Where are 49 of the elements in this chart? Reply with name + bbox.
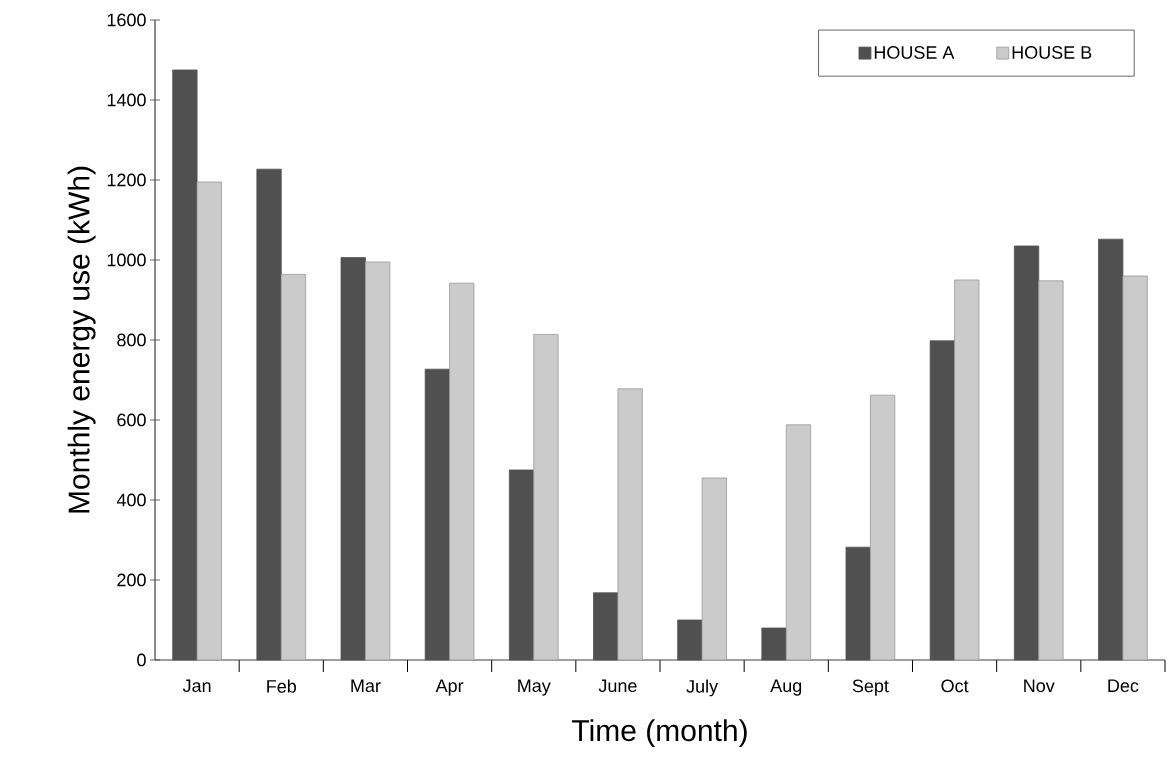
bar <box>256 168 282 661</box>
x-tick-label: Mar <box>351 679 381 693</box>
x-tick-label: Apr <box>435 679 464 696</box>
bar <box>845 546 871 661</box>
bar <box>785 424 812 661</box>
bar <box>172 69 198 661</box>
bar <box>954 279 980 661</box>
bar <box>280 273 307 661</box>
x-axis-title: Time (month) <box>572 719 747 748</box>
bar <box>677 619 703 661</box>
y-tick-label: 1400 <box>107 93 146 107</box>
bar <box>533 333 559 661</box>
x-tick-label: Feb <box>267 679 297 693</box>
x-tick-label: June <box>598 679 637 693</box>
x-tick-label: Aug <box>770 679 802 696</box>
legend-label: HOUSE A <box>874 46 955 59</box>
x-tick-label: Dec <box>1108 679 1139 693</box>
bar <box>761 627 787 661</box>
y-tick-label: 200 <box>117 573 146 587</box>
y-tick-label: 1200 <box>107 173 146 187</box>
bar <box>424 368 450 661</box>
bar <box>1098 238 1124 661</box>
bar <box>870 394 896 661</box>
bar <box>1038 280 1064 661</box>
x-tick-label: Jan <box>182 679 211 693</box>
y-tick-label: 400 <box>116 493 146 507</box>
x-tick-label: July <box>686 679 719 697</box>
x-tick-label: Oct <box>941 679 969 693</box>
bar <box>196 181 222 661</box>
bar <box>593 592 619 661</box>
bar <box>1122 275 1148 661</box>
x-tick-label: Sept <box>852 679 889 696</box>
bar <box>617 388 643 661</box>
legend-label: HOUSE B <box>1012 46 1092 59</box>
bar <box>340 257 366 661</box>
x-tick-label: May <box>518 679 551 696</box>
y-tick-label: 1000 <box>107 253 146 267</box>
y-tick-label: 800 <box>117 333 146 347</box>
y-tick-label: 0 <box>137 653 146 667</box>
bar <box>508 469 535 661</box>
bar <box>365 261 391 661</box>
bar <box>1013 245 1040 661</box>
y-tick-label: 600 <box>117 413 146 427</box>
x-tick-label: Nov <box>1024 679 1055 693</box>
y-tick-label: 1600 <box>107 13 146 27</box>
bar <box>701 477 727 661</box>
bar <box>449 282 475 661</box>
bar <box>929 340 955 661</box>
y-axis-title: Monthly energy use (kWh) <box>67 166 96 513</box>
